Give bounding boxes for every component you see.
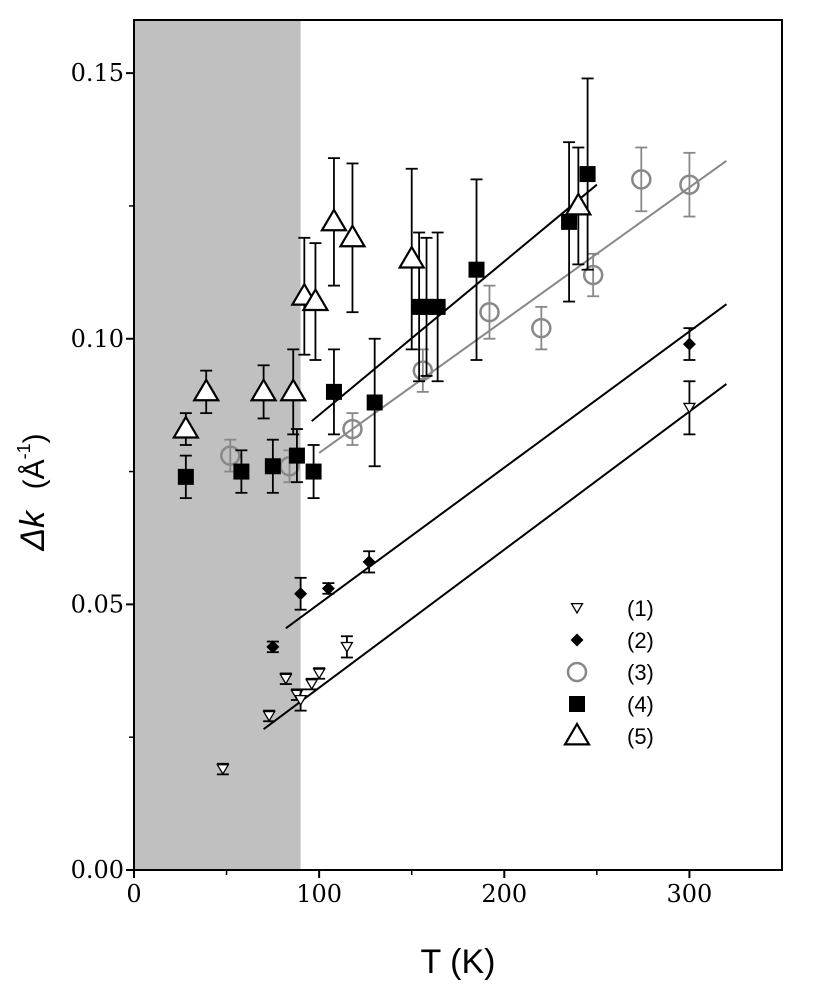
legend-marker-1 — [570, 602, 584, 615]
legend: (1) (2) (3) (4) (5) — [563, 596, 654, 749]
y-tick-label: 0.05 — [71, 590, 124, 618]
data-point — [301, 287, 330, 312]
data-point — [220, 445, 241, 466]
legend-label-1: (1) — [627, 596, 654, 621]
x-tick-label: 300 — [667, 880, 713, 908]
data-point — [682, 337, 696, 351]
series-2 — [266, 327, 696, 654]
data-point — [631, 169, 652, 190]
svg-text:Δk (Å-1): Δk (Å-1) — [14, 433, 52, 551]
legend-label-3: (3) — [627, 660, 654, 685]
data-point — [362, 555, 376, 569]
x-tick-label: 200 — [481, 880, 527, 908]
plot-frame — [133, 19, 783, 871]
data-point — [312, 668, 326, 680]
y-axis-label-symbol: Δk — [14, 509, 52, 552]
data-point — [397, 244, 426, 269]
data-point — [679, 174, 700, 195]
data-point — [279, 673, 293, 685]
data-point — [320, 207, 348, 232]
data-point — [564, 191, 593, 216]
shaded-region — [134, 20, 301, 870]
data-point — [279, 377, 308, 402]
data-point — [342, 418, 363, 440]
y-axis-label-unit: (Å — [18, 459, 51, 489]
data-point — [338, 223, 367, 248]
x-axis-label: T (K) — [421, 943, 496, 981]
x-tick-label: 0 — [126, 880, 141, 908]
data-point — [325, 383, 342, 400]
legend-label-2: (2) — [627, 628, 654, 653]
series-5 — [171, 146, 593, 446]
fit-line-series-1 — [263, 383, 728, 731]
legend-marker-3 — [566, 661, 588, 683]
fit-line-series-4 — [311, 183, 598, 422]
legend-marker-4 — [569, 696, 585, 712]
data-point — [305, 463, 322, 480]
data-point — [412, 360, 434, 381]
data-point — [233, 463, 250, 480]
data-point — [288, 447, 305, 464]
data-point — [294, 587, 308, 601]
y-tick-label: 0.15 — [71, 59, 124, 87]
data-point — [366, 394, 383, 411]
y-tick-label: 0.00 — [71, 856, 124, 884]
data-point — [264, 458, 281, 475]
data-point — [177, 468, 194, 485]
data-point — [216, 764, 230, 776]
data-point — [262, 710, 276, 723]
data-point — [468, 261, 485, 278]
fit-line-series-3 — [318, 159, 728, 454]
data-point — [340, 641, 354, 654]
legend-marker-5 — [563, 721, 591, 746]
y-tick-label: 0.10 — [71, 325, 124, 353]
data-point — [171, 414, 200, 439]
data-point — [682, 402, 697, 415]
x-tick-label: 100 — [296, 880, 342, 908]
legend-label-5: (5) — [627, 724, 654, 749]
data-point — [266, 640, 280, 654]
data-point — [579, 166, 596, 183]
data-point — [293, 694, 308, 707]
fit-line-series-2 — [285, 303, 728, 630]
y-axis-label: Δk (Å-1) — [14, 433, 52, 551]
legend-marker-2 — [570, 633, 584, 647]
data-point — [561, 213, 578, 230]
series-1 — [216, 380, 697, 776]
data-point — [321, 581, 335, 595]
series-4 — [177, 77, 596, 500]
data-point — [531, 317, 552, 339]
data-point — [305, 679, 319, 691]
data-point — [429, 298, 446, 315]
legend-label-4: (4) — [627, 692, 654, 717]
data-point — [249, 377, 278, 402]
data-point — [582, 264, 604, 286]
data-point — [479, 301, 500, 323]
data-point — [192, 377, 221, 402]
